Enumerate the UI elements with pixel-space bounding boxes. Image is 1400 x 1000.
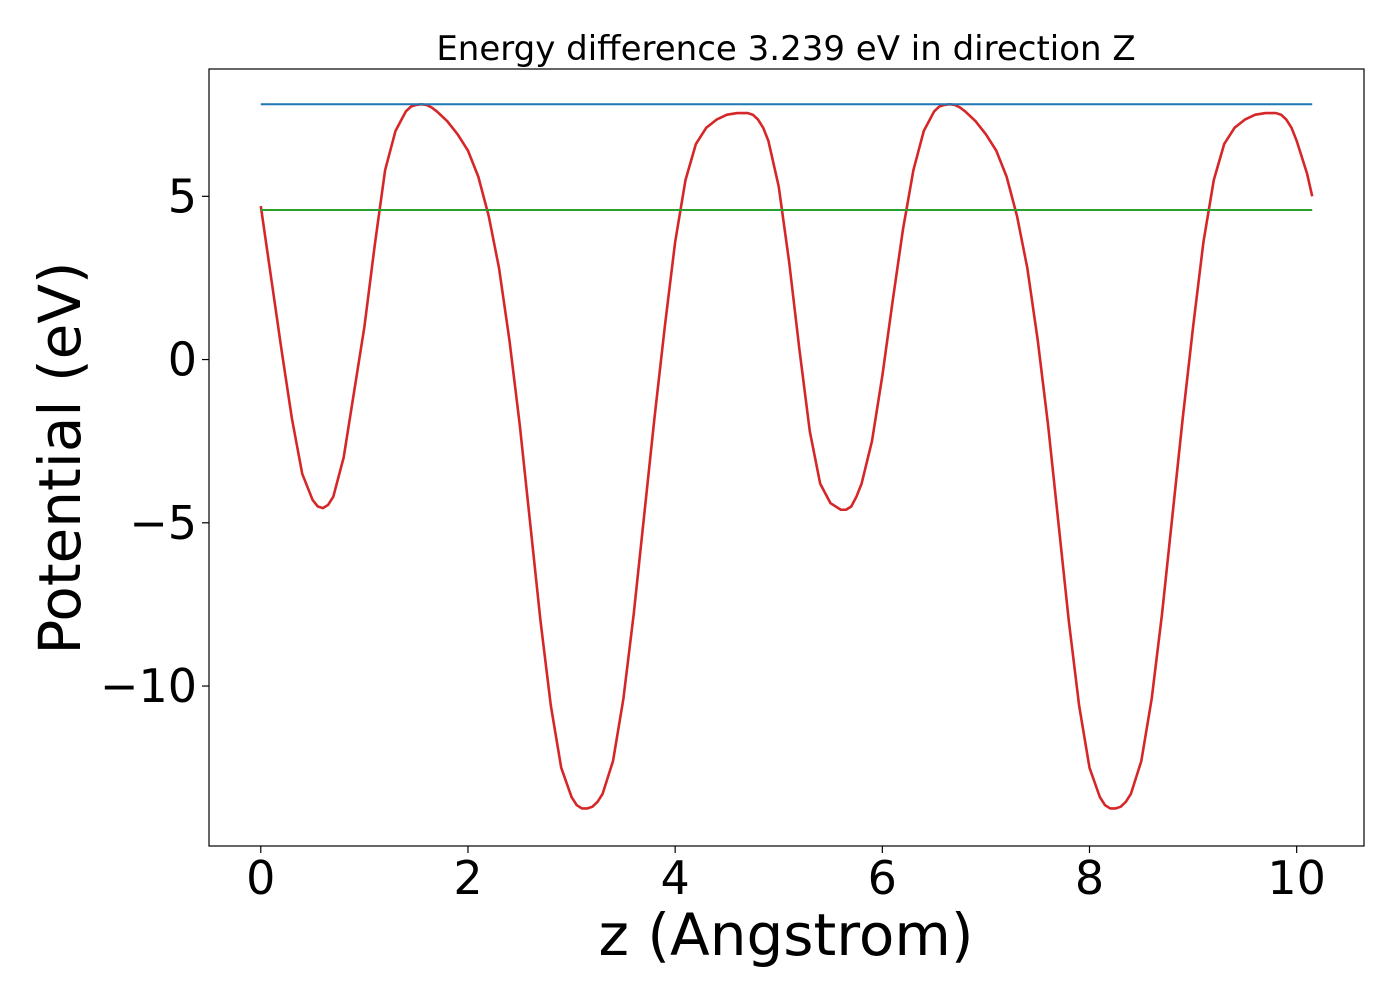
y-tick-label: 5 bbox=[168, 169, 197, 223]
potential-curve bbox=[259, 102, 1314, 810]
x-tick-label: 2 bbox=[453, 851, 482, 905]
x-axis-label: z (Angstrom) bbox=[599, 901, 974, 969]
y-tick-label: 0 bbox=[168, 333, 197, 387]
x-tick-label: 8 bbox=[1075, 851, 1104, 905]
x-tick-label: 4 bbox=[661, 851, 690, 905]
y-axis-label: Potential (eV) bbox=[26, 261, 94, 654]
x-axis-ticks: 0 2 4 6 8 10 bbox=[246, 846, 1326, 905]
x-tick-label: 6 bbox=[868, 851, 897, 905]
series-layer bbox=[259, 102, 1314, 810]
x-tick-label: 10 bbox=[1267, 851, 1326, 905]
y-axis-ticks: −10 −5 0 5 bbox=[100, 169, 209, 713]
plot-frame bbox=[208, 68, 1365, 847]
y-tick-label: −5 bbox=[129, 496, 197, 550]
y-tick-label: −10 bbox=[100, 659, 197, 713]
chart-title: Energy difference 3.239 eV in direction … bbox=[436, 29, 1135, 69]
x-tick-label: 0 bbox=[246, 851, 275, 905]
